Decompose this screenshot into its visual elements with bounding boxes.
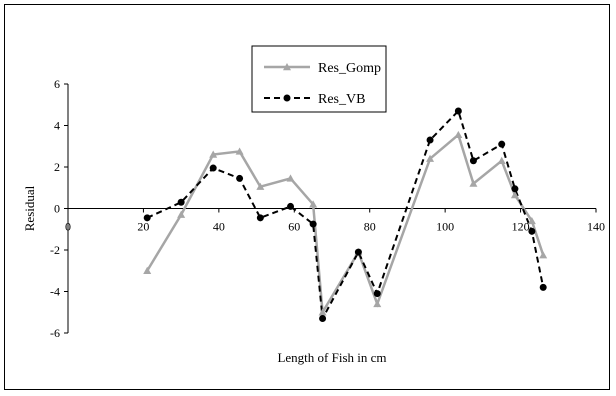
y-tick-label: 2 — [54, 160, 60, 174]
legend-marker-res-gomp — [283, 63, 291, 71]
data-point-res-gomp — [539, 251, 548, 259]
data-point-res-vb — [373, 290, 381, 298]
data-point-res-gomp — [469, 179, 478, 187]
data-point-res-vb — [143, 214, 151, 222]
data-point-res-gomp — [527, 216, 536, 225]
x-tick-label: 20 — [137, 220, 149, 234]
data-point-res-vb — [354, 248, 362, 256]
data-point-res-vb — [426, 136, 434, 144]
data-point-res-vb — [256, 214, 264, 222]
data-point-res-gomp — [143, 266, 152, 274]
data-point-res-gomp — [235, 147, 244, 155]
data-point-res-gomp — [426, 154, 435, 162]
data-point-res-vb — [454, 107, 462, 115]
x-tick-label: 40 — [213, 220, 225, 234]
data-point-res-vb — [539, 283, 547, 291]
data-point-res-gomp — [286, 174, 295, 182]
x-tick-label: 120 — [512, 220, 530, 234]
legend-label-res-gomp: Res_Gomp — [318, 61, 381, 76]
y-tick-label: 6 — [54, 77, 60, 91]
x-tick-label: 60 — [288, 220, 300, 234]
data-point-res-gomp — [497, 156, 506, 164]
legend-marker-res-vb — [283, 94, 291, 102]
y-axis-label: Residual — [22, 185, 37, 231]
x-tick-label: 100 — [436, 220, 454, 234]
data-point-res-vb — [287, 202, 295, 210]
series-line-res-gomp — [146, 132, 545, 317]
data-point-res-vb — [209, 164, 217, 172]
legend-box — [251, 45, 387, 113]
legend: Res_Gomp Res_VB — [251, 45, 387, 113]
plot-area — [143, 107, 548, 322]
y-tick-label: -6 — [50, 326, 60, 340]
y-tick-label: 4 — [54, 119, 60, 133]
x-tick-label: 0 — [65, 220, 71, 234]
data-point-res-vb — [309, 220, 317, 228]
y-tick-label: -2 — [50, 243, 60, 257]
data-point-res-gomp — [256, 182, 265, 190]
data-point-res-gomp — [209, 150, 218, 158]
series-line-res-vb — [146, 109, 545, 322]
data-point-res-vb — [498, 140, 506, 148]
data-point-res-gomp — [454, 130, 463, 139]
data-point-res-vb — [511, 185, 519, 193]
y-tick-label: 0 — [54, 202, 60, 216]
data-point-res-gomp — [373, 299, 382, 308]
x-tick-label: 140 — [587, 220, 605, 234]
legend-label-res-vb: Res_VB — [318, 92, 365, 107]
data-point-res-gomp — [510, 191, 519, 199]
x-tick-label: 80 — [364, 220, 376, 234]
data-point-res-vb — [236, 174, 244, 182]
data-point-res-vb — [319, 314, 327, 322]
x-axis-label: Length of Fish in cm — [277, 350, 386, 365]
data-point-res-vb — [469, 157, 477, 165]
y-tick-label: -4 — [50, 285, 60, 299]
data-point-res-vb — [177, 198, 185, 206]
data-point-res-gomp — [177, 210, 186, 218]
data-point-res-vb — [528, 227, 536, 235]
data-point-res-gomp — [318, 308, 327, 316]
data-point-res-gomp — [309, 200, 318, 208]
